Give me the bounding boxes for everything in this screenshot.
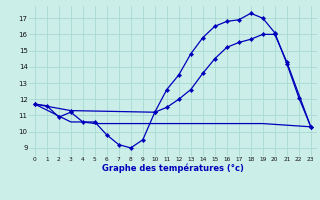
X-axis label: Graphe des températures (°c): Graphe des températures (°c)	[102, 164, 244, 173]
